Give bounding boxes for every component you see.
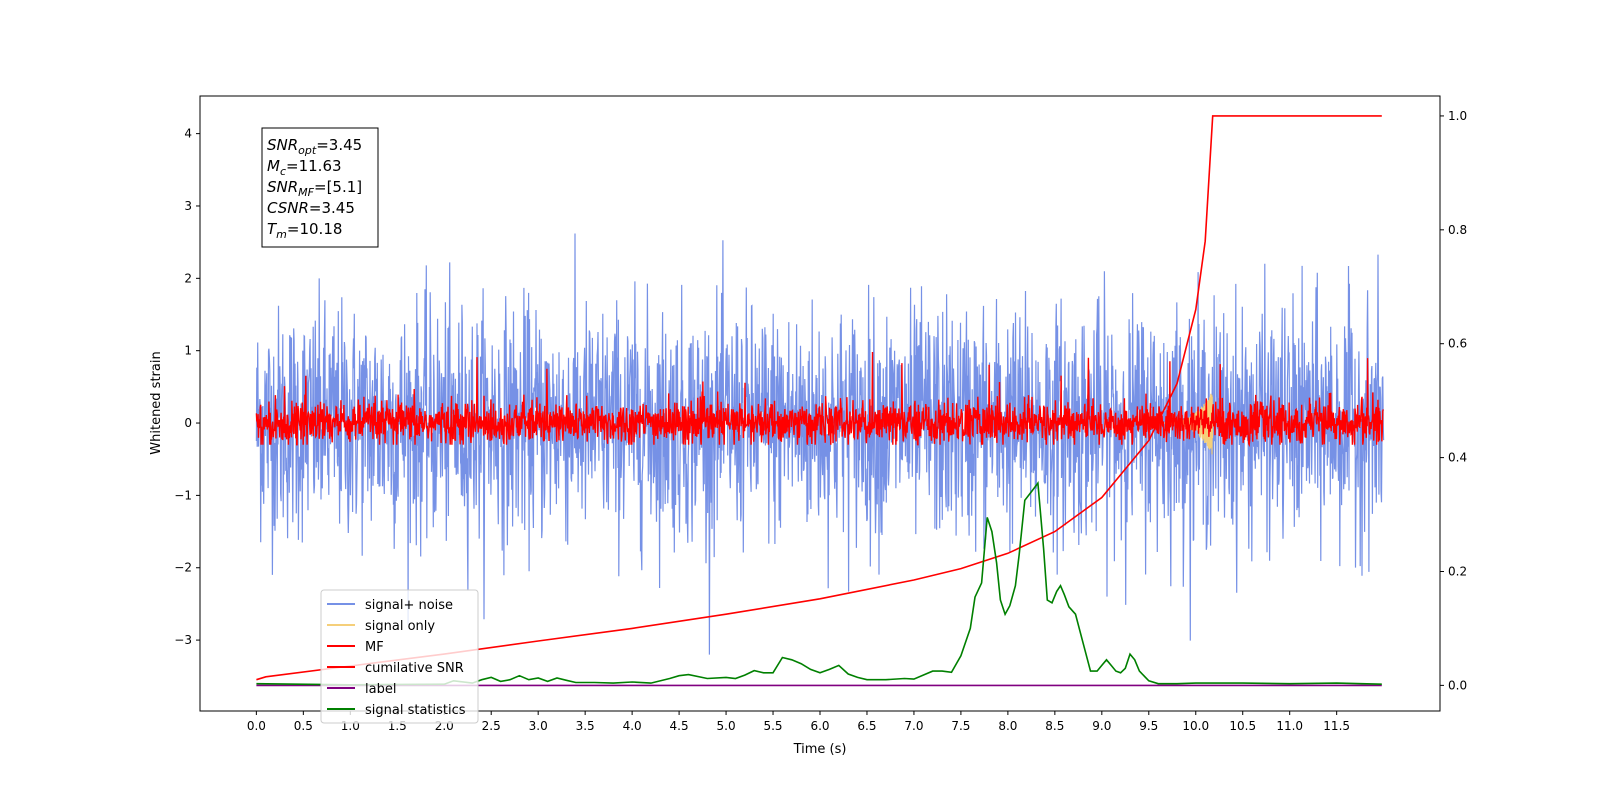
- y-tick-label: 0: [184, 416, 192, 430]
- y2-tick-label: 0.4: [1448, 451, 1467, 465]
- y-axis-label: Whitened strain: [149, 351, 164, 454]
- x-tick-label: 7.5: [951, 719, 970, 733]
- legend-entry-label: label: [365, 682, 396, 697]
- y2-tick-label: 0.8: [1448, 223, 1467, 237]
- y-tick-label: −1: [174, 488, 192, 502]
- legend: signal+ noise signal only MF cumilative SNR…: [320, 589, 479, 724]
- x-tick-label: 10.0: [1182, 719, 1209, 733]
- x-tick-label: 6.0: [810, 719, 829, 733]
- y-axis-right: 0.0 0.2 0.4 0.6 0.8 1.0: [1440, 109, 1467, 692]
- x-tick-label: 0.0: [247, 719, 266, 733]
- x-tick-label: 5.0: [717, 719, 736, 733]
- x-tick-label: 0.5: [294, 719, 313, 733]
- annotation-line: CSNR=3.45: [267, 199, 355, 217]
- x-tick-label: 5.5: [763, 719, 782, 733]
- y-axis-left: −3 −2 −1 0 1 2 3 4: [174, 127, 200, 647]
- y-tick-label: 3: [184, 199, 192, 213]
- x-tick-label: 8.5: [1045, 719, 1064, 733]
- annotation-line: Mc=11.63: [267, 157, 342, 178]
- legend-entry-label: cumilative SNR: [365, 661, 464, 676]
- annotation-line: SNRMF=[5.1]: [267, 178, 362, 199]
- y-tick-label: 4: [184, 127, 192, 141]
- x-tick-label: 10.5: [1229, 719, 1256, 733]
- y-tick-label: 2: [184, 271, 192, 285]
- annotation-line: SNRopt=3.45: [267, 136, 362, 157]
- legend-entry-label: signal+ noise: [365, 598, 453, 613]
- series-mf-line: [255, 351, 1384, 448]
- annotation-frame: [261, 127, 379, 248]
- x-tick-label: 7.0: [904, 719, 923, 733]
- x-tick-label: 9.5: [1139, 719, 1158, 733]
- x-tick-label: 11.0: [1276, 719, 1303, 733]
- legend-entry-label: signal only: [365, 619, 435, 634]
- y-tick-label: −3: [174, 633, 192, 647]
- y2-tick-label: 0.2: [1448, 564, 1467, 578]
- series-signal-statistics-line: [256, 481, 1382, 686]
- annotation-line: Tm=10.18: [267, 220, 342, 241]
- x-tick-label: 4.0: [623, 719, 642, 733]
- x-axis-label: Time (s): [793, 742, 847, 757]
- legend-entry-label: MF: [365, 640, 384, 655]
- y2-tick-label: 1.0: [1448, 109, 1467, 123]
- x-tick-label: 3.5: [576, 719, 595, 733]
- x-tick-label: 11.5: [1323, 719, 1350, 733]
- x-axis: 0.0 0.5 1.0 1.5 2.0 2.5 3.0 3.5 4.0 4.5 5.0 5.5 6.0 6…: [247, 711, 1350, 733]
- y2-tick-label: 0.0: [1448, 678, 1467, 692]
- y-tick-label: 1: [184, 344, 192, 358]
- x-tick-label: 9.0: [1092, 719, 1111, 733]
- legend-entry-label: signal statistics: [365, 703, 466, 718]
- x-tick-label: 8.0: [998, 719, 1017, 733]
- x-tick-label: 3.0: [529, 719, 548, 733]
- y2-tick-label: 0.6: [1448, 337, 1467, 351]
- y-tick-label: −2: [174, 561, 192, 575]
- legend-frame: [320, 589, 479, 724]
- x-tick-label: 6.5: [857, 719, 876, 733]
- x-tick-label: 4.5: [670, 719, 689, 733]
- x-tick-label: 2.5: [482, 719, 501, 733]
